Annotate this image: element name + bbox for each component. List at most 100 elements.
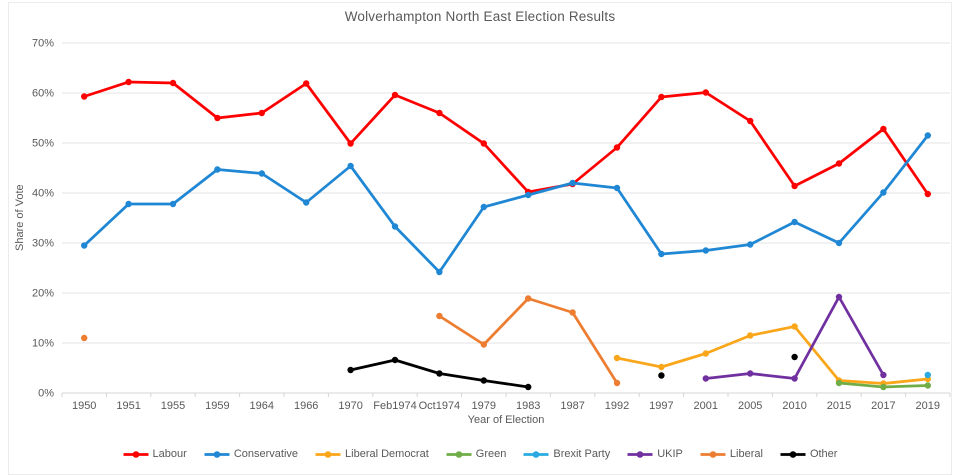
data-point-other-1983 <box>525 383 532 391</box>
data-point-conservative-1970 <box>347 162 354 170</box>
legend-label-conservative: Conservative <box>233 448 299 460</box>
data-point-ukip-2001 <box>702 375 709 382</box>
legend-marker-liberal <box>700 450 726 458</box>
legend-item-brexit-party: Brexit Party <box>523 448 610 460</box>
x-tick-label: 1992 <box>605 400 629 412</box>
data-point-conservative-1959 <box>214 166 221 173</box>
x-tick-label: 1950 <box>72 400 96 412</box>
y-tick-label: 70% <box>32 38 54 50</box>
legend-item-ukip: UKIP <box>627 448 683 460</box>
legend-marker-green <box>446 450 472 458</box>
data-point-conservative-1955 <box>169 200 177 208</box>
y-tick-label: 20% <box>32 288 54 300</box>
x-tick-label: 1983 <box>516 400 540 412</box>
legend-label-labour: Labour <box>152 448 187 460</box>
y-tick-label: 60% <box>32 88 54 100</box>
data-point-liberal-1950 <box>81 334 88 342</box>
data-point-liberal-democrat-1992 <box>613 354 621 362</box>
legend-marker-liberal-democrat <box>315 450 341 458</box>
x-tick-label: 2017 <box>871 400 895 412</box>
data-point-other-2010 <box>791 353 798 361</box>
data-point-labour-1997 <box>658 93 665 101</box>
legend-item-conservative: Conservative <box>204 448 298 460</box>
y-tick-label: 40% <box>32 188 54 200</box>
legend-label-green: Green <box>475 448 507 460</box>
data-point-ukip-2005 <box>747 370 754 377</box>
data-point-green-2015 <box>835 379 843 387</box>
data-point-labour-2005 <box>747 117 754 125</box>
data-point-conservative-1966 <box>303 199 310 206</box>
data-point-liberal-1992 <box>613 379 621 387</box>
data-point-ukip-2015 <box>835 293 843 301</box>
series-line-conservative <box>82 134 930 274</box>
x-tick-label: 2005 <box>738 400 762 412</box>
legend-item-liberal: Liberal <box>700 448 763 460</box>
x-tick-label: 2019 <box>916 400 940 412</box>
data-point-conservative-1992 <box>613 184 621 192</box>
x-tick-label: Oct1974 <box>419 400 461 412</box>
data-point-labour-2017 <box>880 125 887 133</box>
data-point-conservative-2001 <box>702 247 709 254</box>
y-tick-label: 50% <box>32 138 54 150</box>
data-point-labour-1951 <box>125 78 132 86</box>
legend-label-brexit-party: Brexit Party <box>553 448 611 460</box>
data-point-labour-1966 <box>303 80 310 87</box>
data-point-conservative-2015 <box>835 239 843 247</box>
legend-label-liberal-democrat: Liberal Democrat <box>345 448 429 460</box>
data-point-labour-Feb1974 <box>391 91 399 99</box>
data-point-labour-1959 <box>214 114 221 122</box>
data-point-liberal-Oct1974 <box>436 312 443 320</box>
y-tick-label: 30% <box>32 238 54 250</box>
data-point-liberal-1983 <box>525 295 532 302</box>
x-tick-label: 1966 <box>294 400 318 412</box>
data-point-liberal-democrat-1997 <box>658 363 665 371</box>
legend: Labour Conservative Liberal Democrat Green B… <box>0 448 960 460</box>
data-point-labour-2015 <box>835 160 843 167</box>
y-tick-label: 0% <box>38 388 54 400</box>
data-point-ukip-2010 <box>791 375 798 382</box>
series-line-labour <box>82 80 930 196</box>
data-point-labour-1950 <box>81 93 88 100</box>
legend-label-other: Other <box>809 448 838 460</box>
y-tick-label: 10% <box>32 338 54 350</box>
chart-title: Wolverhampton North East Election Result… <box>344 9 616 24</box>
data-point-labour-1964 <box>258 109 265 117</box>
legend-marker-other <box>780 450 806 458</box>
legend-item-other: Other <box>780 448 838 460</box>
x-axis-title: Year of Election <box>467 414 545 426</box>
data-point-brexit-party-2019 <box>924 371 931 379</box>
x-tick-label: 1987 <box>560 400 584 412</box>
series-line-liberal-democrat <box>615 325 930 385</box>
data-point-liberal-1987 <box>569 309 576 316</box>
x-tick-label: 1997 <box>649 400 673 412</box>
data-point-labour-2019 <box>924 190 931 198</box>
data-point-other-Feb1974 <box>391 356 399 364</box>
data-point-labour-1992 <box>613 144 621 151</box>
data-point-conservative-1950 <box>81 242 88 249</box>
data-point-conservative-1997 <box>658 250 665 258</box>
data-point-liberal-democrat-2010 <box>791 323 798 330</box>
x-tick-label: 2015 <box>827 400 851 412</box>
data-point-other-Oct1974 <box>436 370 443 377</box>
data-point-labour-1970 <box>347 140 354 147</box>
data-point-conservative-1964 <box>258 170 265 177</box>
x-tick-label: 1964 <box>250 400 274 412</box>
series-line-ukip <box>704 295 885 380</box>
data-point-conservative-Oct1974 <box>436 268 443 276</box>
data-point-other-1970 <box>347 366 354 374</box>
data-point-liberal-democrat-2001 <box>702 350 709 357</box>
chart-border <box>8 2 952 475</box>
data-point-labour-2001 <box>702 89 709 96</box>
data-point-labour-Oct1974 <box>436 109 443 117</box>
x-tick-label: 2001 <box>694 400 718 412</box>
data-point-green-2017 <box>880 383 887 391</box>
data-point-conservative-2010 <box>791 218 798 226</box>
data-point-other-1997 <box>658 372 665 379</box>
legend-item-green: Green <box>446 448 507 460</box>
legend-marker-labour <box>123 450 149 458</box>
x-tick-label: 1970 <box>338 400 362 412</box>
data-point-conservative-2005 <box>747 241 754 248</box>
legend-marker-brexit-party <box>523 450 549 458</box>
data-point-ukip-2017 <box>880 371 887 379</box>
